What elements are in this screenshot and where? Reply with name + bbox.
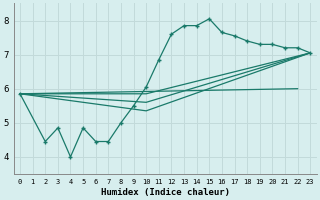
X-axis label: Humidex (Indice chaleur): Humidex (Indice chaleur)	[100, 188, 230, 197]
